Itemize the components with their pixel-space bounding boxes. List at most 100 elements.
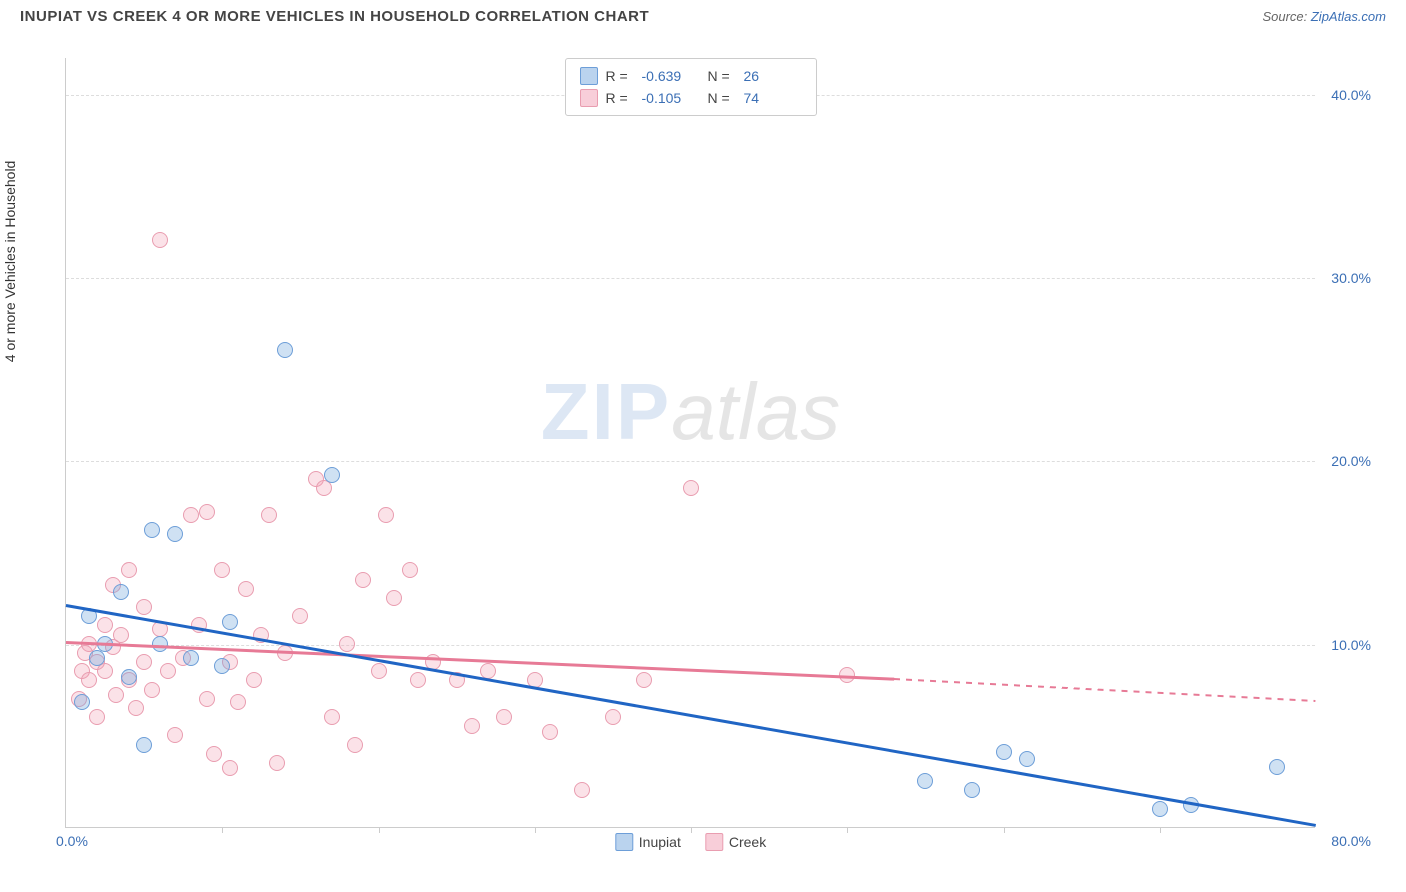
data-point [410,672,426,688]
data-point [277,342,293,358]
data-point [324,709,340,725]
source-attribution: Source: ZipAtlas.com [1262,9,1386,24]
r-label: R = [606,68,634,84]
chart-header: INUPIAT VS CREEK 4 OR MORE VEHICLES IN H… [0,0,1406,29]
data-point [964,782,980,798]
x-tick [1160,827,1161,833]
r-value-inupiat: -0.639 [642,68,700,84]
swatch-blue-icon [580,67,598,85]
watermark-atlas: atlas [671,367,840,456]
data-point [339,636,355,652]
data-point [238,581,254,597]
data-point [347,737,363,753]
n-value-inupiat: 26 [744,68,802,84]
data-point [605,709,621,725]
trend-line [894,678,1316,701]
data-point [1019,751,1035,767]
data-point [636,672,652,688]
data-point [136,654,152,670]
swatch-pink-icon [580,89,598,107]
data-point [371,663,387,679]
data-point [996,744,1012,760]
data-point [152,636,168,652]
data-point [97,617,113,633]
r-label: R = [606,90,634,106]
watermark-zip: ZIP [541,367,671,456]
n-label: N = [708,68,736,84]
data-point [199,504,215,520]
data-point [269,755,285,771]
correlation-legend: R = -0.639 N = 26 R = -0.105 N = 74 [565,58,817,116]
data-point [324,467,340,483]
data-point [136,599,152,615]
data-point [81,672,97,688]
data-point [1269,759,1285,775]
source-link[interactable]: ZipAtlas.com [1311,9,1386,24]
data-point [683,480,699,496]
data-point [136,737,152,753]
gridline [66,645,1315,646]
swatch-pink-icon [705,833,723,851]
y-tick-label: 20.0% [1331,453,1371,469]
legend-label-creek: Creek [729,834,766,850]
data-point [292,608,308,624]
data-point [261,507,277,523]
data-point [574,782,590,798]
x-tick [691,827,692,833]
data-point [89,709,105,725]
x-tick [379,827,380,833]
data-point [378,507,394,523]
chart-container: 4 or more Vehicles in Household R = -0.6… [20,40,1386,870]
x-max-label: 80.0% [1331,833,1371,849]
gridline [66,461,1315,462]
data-point [121,562,137,578]
data-point [183,650,199,666]
data-point [496,709,512,725]
data-point [121,669,137,685]
data-point [464,718,480,734]
data-point [108,687,124,703]
data-point [206,746,222,762]
x-tick [847,827,848,833]
x-origin-label: 0.0% [56,833,88,849]
legend-row-creek: R = -0.105 N = 74 [580,87,802,109]
data-point [167,526,183,542]
data-point [402,562,418,578]
data-point [386,590,402,606]
data-point [214,658,230,674]
chart-title: INUPIAT VS CREEK 4 OR MORE VEHICLES IN H… [20,8,649,25]
swatch-blue-icon [615,833,633,851]
legend-item-creek: Creek [705,833,766,851]
r-value-creek: -0.105 [642,90,700,106]
y-tick-label: 10.0% [1331,637,1371,653]
source-prefix: Source: [1262,9,1310,24]
n-value-creek: 74 [744,90,802,106]
data-point [144,522,160,538]
legend-item-inupiat: Inupiat [615,833,681,851]
legend-label-inupiat: Inupiat [639,834,681,850]
data-point [183,507,199,523]
data-point [113,584,129,600]
data-point [917,773,933,789]
gridline [66,278,1315,279]
data-point [355,572,371,588]
x-tick [222,827,223,833]
data-point [542,724,558,740]
y-tick-label: 30.0% [1331,270,1371,286]
data-point [113,627,129,643]
data-point [222,614,238,630]
data-point [246,672,262,688]
data-point [89,650,105,666]
plot-area: R = -0.639 N = 26 R = -0.105 N = 74 ZIPa… [65,58,1315,828]
data-point [167,727,183,743]
data-point [222,760,238,776]
trend-line [66,604,1316,826]
data-point [144,682,160,698]
y-axis-label: 4 or more Vehicles in Household [2,161,18,363]
y-tick-label: 40.0% [1331,87,1371,103]
x-tick [535,827,536,833]
watermark: ZIPatlas [541,366,840,458]
legend-row-inupiat: R = -0.639 N = 26 [580,65,802,87]
data-point [128,700,144,716]
data-point [74,694,90,710]
